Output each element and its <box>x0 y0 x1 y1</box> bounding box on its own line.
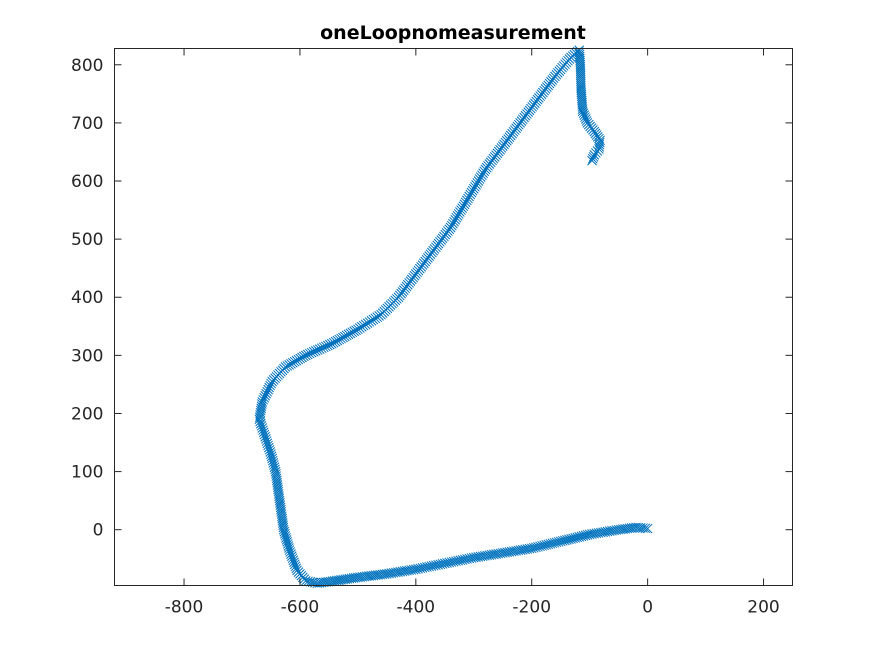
x-tick-label: 200 <box>747 598 779 618</box>
data-point <box>539 540 550 551</box>
data-point <box>582 530 593 540</box>
x-tick-label: 0 <box>642 598 653 618</box>
y-tick-label: 700 <box>71 114 103 134</box>
data-point <box>557 535 568 546</box>
data-point <box>574 531 585 542</box>
data-point <box>547 538 558 549</box>
data-point <box>559 535 570 546</box>
data-point <box>531 542 541 553</box>
data-point <box>545 538 556 549</box>
data-point <box>580 530 591 541</box>
data-point <box>533 541 543 552</box>
y-tick-label: 100 <box>71 463 103 483</box>
y-tick-label: 400 <box>71 288 103 308</box>
data-point <box>551 537 562 548</box>
data-point <box>282 539 293 549</box>
x-tick-label: -400 <box>397 598 436 618</box>
data-point <box>284 543 294 553</box>
chart-title: oneLoopnomeasurement <box>320 22 586 44</box>
data-point <box>568 533 578 544</box>
data-point <box>594 139 605 150</box>
data-point <box>553 536 564 547</box>
data-point <box>566 533 576 544</box>
y-tick-label: 0 <box>93 521 104 541</box>
y-tick-label: 600 <box>71 172 103 192</box>
x-tick-label: -200 <box>512 598 551 618</box>
y-tick-label: 300 <box>71 346 103 366</box>
y-tick-label: 200 <box>71 404 103 424</box>
data-point <box>283 541 294 551</box>
x-axis-ticks: -800 -600 -400 -200 0 200 <box>165 48 780 618</box>
x-tick-label: -600 <box>281 598 320 618</box>
data-point <box>281 532 291 543</box>
y-tick-label: 800 <box>71 56 103 76</box>
data-point <box>555 536 566 547</box>
data-point <box>576 531 587 542</box>
data-point <box>584 529 595 540</box>
data-point <box>587 155 597 166</box>
y-axis-ticks: 0 100 200 300 400 500 600 700 800 <box>71 56 793 541</box>
data-point <box>578 530 589 541</box>
data-point <box>280 530 291 541</box>
data-point <box>535 541 545 552</box>
data-point <box>537 540 547 551</box>
y-tick-label: 500 <box>71 230 103 250</box>
data-point <box>284 545 295 555</box>
data-point <box>587 529 597 539</box>
data-point <box>564 534 574 545</box>
data-point <box>577 102 588 112</box>
data-point <box>256 401 267 412</box>
data-point <box>282 537 293 547</box>
data-markers <box>254 45 653 589</box>
data-point <box>541 539 552 550</box>
x-tick-label: -800 <box>165 598 204 618</box>
data-point <box>281 535 292 545</box>
data-point <box>572 532 583 543</box>
data-point <box>587 153 598 164</box>
data-point <box>570 532 581 543</box>
axes-box <box>114 48 793 586</box>
data-point <box>562 534 572 545</box>
data-point <box>280 528 290 539</box>
data-point <box>577 104 588 115</box>
data-point <box>549 537 560 548</box>
data-point <box>543 539 554 550</box>
